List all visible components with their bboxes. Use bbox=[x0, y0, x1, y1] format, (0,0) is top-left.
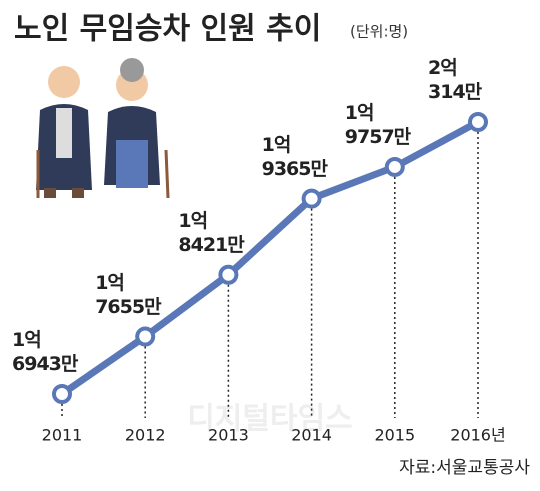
point bbox=[52, 384, 72, 404]
value-label: 1억 7655만 bbox=[95, 271, 161, 318]
point bbox=[301, 188, 322, 209]
value-label: 1억 8421만 bbox=[178, 209, 244, 256]
point bbox=[468, 112, 488, 132]
value-label: 1억 9757만 bbox=[344, 101, 411, 148]
point bbox=[384, 156, 405, 177]
x-tick-label: 2014 bbox=[291, 426, 332, 445]
chart-subtitle: (단위:명) bbox=[350, 23, 408, 41]
x-tick-label: 2011 bbox=[42, 426, 83, 445]
watermark: 디지털타임스 bbox=[187, 402, 353, 437]
x-tick-label: 2016년 bbox=[450, 426, 505, 445]
point bbox=[135, 326, 156, 347]
point bbox=[218, 264, 239, 285]
x-tick-label: 2015 bbox=[374, 426, 415, 445]
value-label: 1억 9365만 bbox=[261, 133, 328, 180]
chart-title: 노인 무임승차 인원 추이 bbox=[14, 12, 321, 47]
source: 자료:서울교통공사 bbox=[399, 458, 530, 478]
x-tick-label: 2013 bbox=[208, 426, 249, 445]
x-tick-label: 2012 bbox=[125, 426, 166, 445]
illustration bbox=[36, 58, 170, 199]
line bbox=[60, 118, 480, 397]
value-label: 2억 314만 bbox=[428, 57, 482, 103]
value-label: 1억 6943만 bbox=[12, 329, 78, 375]
